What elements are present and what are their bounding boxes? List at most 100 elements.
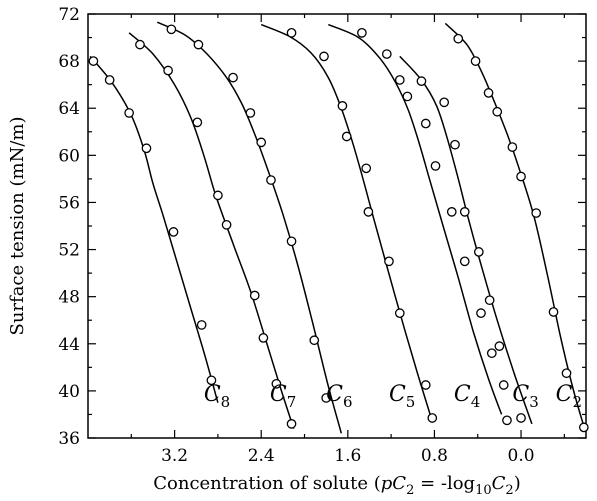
data-point-c5 xyxy=(362,164,370,172)
series-label-main: C xyxy=(556,382,573,407)
series-label-c7: C7 xyxy=(270,382,296,411)
data-point-c4 xyxy=(488,349,496,357)
y-tick-label: 60 xyxy=(58,146,80,166)
series-curve-c3 xyxy=(400,56,532,424)
series-label-sub: 3 xyxy=(529,393,539,411)
data-point-c6 xyxy=(246,109,254,117)
data-point-c6 xyxy=(194,40,202,48)
data-point-c3 xyxy=(485,296,493,304)
data-point-c8 xyxy=(125,109,133,117)
data-point-c5 xyxy=(364,208,372,216)
data-point-c7 xyxy=(287,420,295,428)
data-point-c5 xyxy=(343,132,351,140)
data-point-c7 xyxy=(251,291,259,299)
data-point-c4 xyxy=(396,76,404,84)
data-point-c5 xyxy=(428,414,436,422)
x-tick-label: 0.8 xyxy=(421,446,448,466)
data-point-c6 xyxy=(310,336,318,344)
x-axis-title-c2: C xyxy=(492,473,506,494)
data-point-c7 xyxy=(214,191,222,199)
y-tick-label: 64 xyxy=(58,99,80,119)
data-point-c3 xyxy=(440,98,448,106)
x-axis-title-p: p xyxy=(381,473,393,494)
data-point-c8 xyxy=(142,144,150,152)
data-point-c2 xyxy=(517,172,525,180)
data-point-c2 xyxy=(549,308,557,316)
series-label-c6: C6 xyxy=(326,382,352,411)
data-point-c2 xyxy=(508,143,516,151)
y-tick-label: 56 xyxy=(58,193,80,213)
x-axis-title-c: C xyxy=(392,473,406,494)
data-point-c2 xyxy=(484,89,492,97)
plot-area xyxy=(88,14,586,438)
series-label-main: C xyxy=(204,382,221,407)
series-label-sub: 8 xyxy=(221,393,231,411)
y-tick-label: 52 xyxy=(58,241,80,261)
data-point-c6 xyxy=(267,176,275,184)
data-point-c5 xyxy=(385,257,393,265)
series-label-c2: C2 xyxy=(556,382,582,411)
y-tick-label: 40 xyxy=(58,382,80,402)
data-point-c4 xyxy=(517,414,525,422)
data-point-c6 xyxy=(287,237,295,245)
series-curve-c5 xyxy=(261,25,430,415)
data-point-c2 xyxy=(580,423,588,431)
data-point-c3 xyxy=(461,208,469,216)
data-point-c7 xyxy=(222,221,230,229)
x-tick-label: 0.0 xyxy=(508,446,535,466)
data-point-c6 xyxy=(167,25,175,33)
data-point-c4 xyxy=(422,119,430,127)
series-label-main: C xyxy=(270,382,287,407)
data-point-c2 xyxy=(454,35,462,43)
series-label-main: C xyxy=(326,382,343,407)
data-point-c5 xyxy=(338,102,346,110)
data-point-c3 xyxy=(451,141,459,149)
series-curve-c2 xyxy=(445,23,584,426)
y-axis-title: Surface tension (mN/m) xyxy=(7,117,28,336)
x-tick-label: 1.6 xyxy=(334,446,361,466)
fit-curves xyxy=(90,22,584,433)
data-point-c5 xyxy=(287,29,295,37)
data-point-c8 xyxy=(89,57,97,65)
data-point-c5 xyxy=(396,309,404,317)
data-point-c3 xyxy=(475,248,483,256)
data-point-c4 xyxy=(383,50,391,58)
y-tick-label: 72 xyxy=(58,5,80,25)
y-tick-label: 68 xyxy=(58,52,80,72)
series-labels: C8 C7 C6 C5 C4 C3 C2 xyxy=(204,382,582,411)
series-curve-c7 xyxy=(129,33,294,429)
x-axis-title: Concentration of solute (pC2 = -log10C2) xyxy=(153,473,520,498)
series-curve-c4 xyxy=(328,25,501,415)
x-axis-title-c2-sub: 2 xyxy=(505,483,513,498)
data-point-c2 xyxy=(471,57,479,65)
data-point-c7 xyxy=(164,66,172,74)
series-label-c8: C8 xyxy=(204,382,230,411)
series-curve-c6 xyxy=(157,22,341,433)
x-tick-label: 2.4 xyxy=(248,446,275,466)
data-point-c6 xyxy=(257,138,265,146)
series-label-main: C xyxy=(389,382,406,407)
x-tick-label: 3.2 xyxy=(161,446,188,466)
data-point-c3 xyxy=(503,416,511,424)
data-point-c8 xyxy=(197,321,205,329)
series-label-main: C xyxy=(512,382,529,407)
data-point-c5 xyxy=(422,381,430,389)
y-tick-label: 48 xyxy=(58,288,80,308)
data-point-c2 xyxy=(532,209,540,217)
x-axis-title-suffix: ) xyxy=(514,473,521,494)
data-point-c4 xyxy=(358,29,366,37)
plot-frame xyxy=(88,14,586,438)
x-axis-title-c-sub: 2 xyxy=(406,483,414,498)
x-axis-title-prefix: Concentration of solute ( xyxy=(153,473,381,494)
series-label-c4: C4 xyxy=(454,382,480,411)
series-label-sub: 6 xyxy=(343,393,353,411)
x-axis-title-log-sub: 10 xyxy=(475,483,492,498)
x-axis-title-middle: = -log xyxy=(414,473,475,494)
data-point-c2 xyxy=(562,369,570,377)
data-point-c8 xyxy=(105,76,113,84)
y-tick-label: 36 xyxy=(58,429,80,449)
data-point-c4 xyxy=(403,92,411,100)
data-point-c4 xyxy=(500,381,508,389)
series-label-sub: 4 xyxy=(471,393,481,411)
